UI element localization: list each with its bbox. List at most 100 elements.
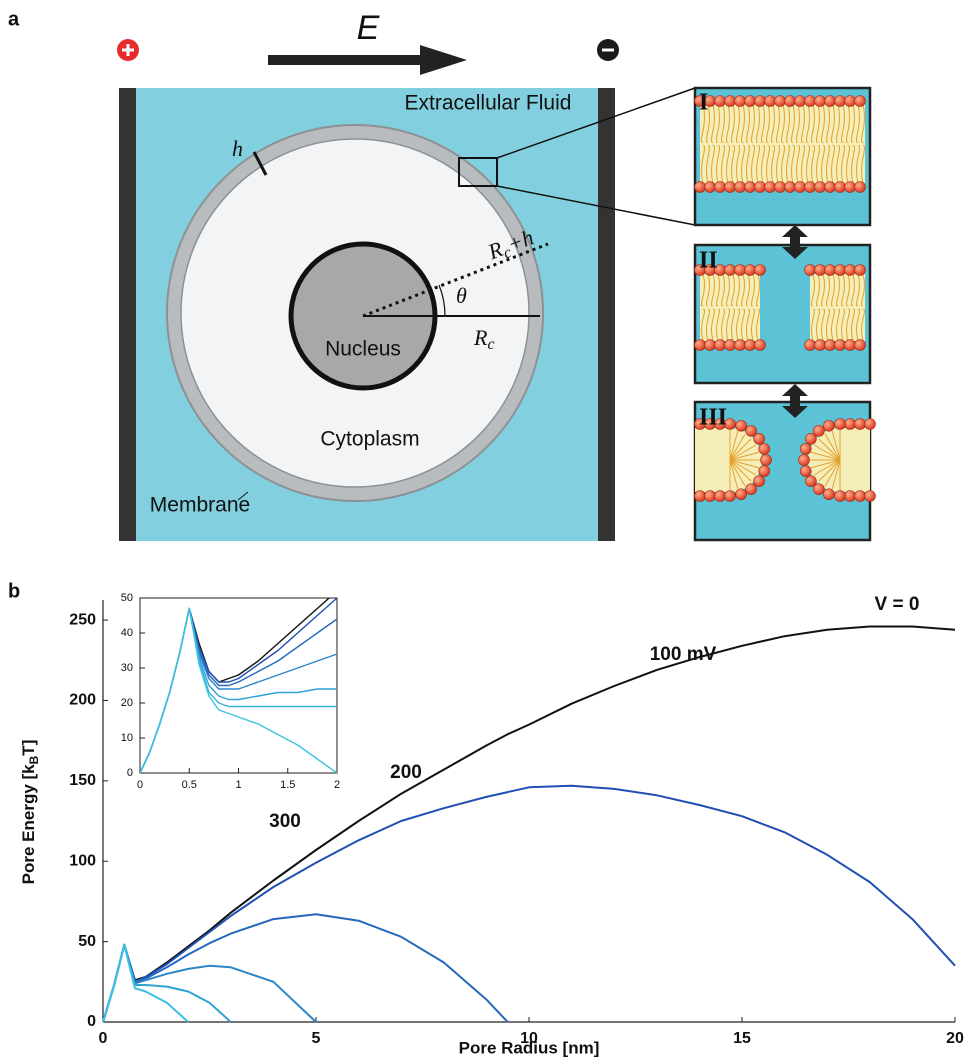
- state-label: III: [699, 405, 727, 431]
- y-tick-label: 0: [127, 767, 133, 779]
- lipid-head: [800, 443, 811, 454]
- lipid-head: [835, 340, 846, 351]
- fluid-label: Extracellular Fluid: [405, 92, 572, 115]
- lipid-head: [746, 425, 757, 436]
- lipid-head: [745, 340, 756, 351]
- lipid-head: [775, 182, 786, 193]
- lipid-head: [823, 420, 834, 431]
- lipid-head: [825, 340, 836, 351]
- lipid-head: [855, 96, 866, 107]
- lipid-head: [855, 340, 866, 351]
- lipid-head: [815, 182, 826, 193]
- lipid-head: [745, 265, 756, 276]
- lipid-head: [755, 265, 766, 276]
- lipid-head: [755, 340, 766, 351]
- y-tick-label: 150: [69, 772, 96, 789]
- series-label: 200: [390, 762, 422, 783]
- lipid-head: [785, 182, 796, 193]
- lipid-head: [865, 491, 876, 502]
- panel-label: a: [8, 8, 20, 30]
- lipid-head: [805, 182, 816, 193]
- lipid-head: [715, 182, 726, 193]
- nucleus-label: Nucleus: [325, 338, 401, 361]
- state-label: II: [699, 248, 718, 274]
- right-electrode: [598, 88, 615, 541]
- lipid-head: [754, 433, 765, 444]
- lipid-head: [855, 182, 866, 193]
- y-tick-label: 50: [78, 933, 96, 950]
- panel-a: a E Extracellular Fluid h Rc+h θ Rc Nucl…: [8, 8, 876, 541]
- figure: a E Extracellular Fluid h Rc+h θ Rc Nucl…: [0, 0, 969, 1059]
- lipid-head: [759, 443, 770, 454]
- pore-states: [695, 88, 876, 540]
- lipid-head: [775, 96, 786, 107]
- lipid-head: [736, 489, 747, 500]
- lipid-head: [805, 433, 816, 444]
- lipid-head: [755, 96, 766, 107]
- series-label: 300: [269, 811, 301, 832]
- y-axis-label-part: Pore Energy [k: [19, 764, 38, 885]
- y-tick-label: 200: [69, 692, 96, 709]
- y-tick-label: 20: [121, 697, 133, 709]
- lipid-head: [845, 182, 856, 193]
- lipid-head: [825, 182, 836, 193]
- lipid-head: [705, 491, 716, 502]
- lipid-head: [795, 182, 806, 193]
- lipid-head: [759, 466, 770, 477]
- subscript: c: [487, 336, 494, 353]
- lipid-head: [735, 96, 746, 107]
- lipid-head: [805, 476, 816, 487]
- lipid-head: [695, 340, 706, 351]
- lipid-head: [715, 491, 726, 502]
- lipid-head: [845, 265, 856, 276]
- y-tick-label: 100: [69, 852, 96, 869]
- series-label: 100 mV: [650, 644, 717, 665]
- lipid-head: [735, 340, 746, 351]
- x-tick-label: 5: [312, 1030, 321, 1047]
- series-label: V = 0: [875, 594, 920, 615]
- x-tick-label: 0: [99, 1030, 108, 1047]
- lipid-head: [815, 96, 826, 107]
- lipid-head: [865, 419, 876, 430]
- lipid-head: [735, 182, 746, 193]
- data-line: [103, 914, 508, 1022]
- lipid-head: [815, 265, 826, 276]
- lipid-head: [845, 340, 856, 351]
- lipid-head: [745, 96, 756, 107]
- y-tick-label: 40: [121, 627, 133, 639]
- lipid-head: [705, 340, 716, 351]
- x-tick-label: 0: [137, 779, 143, 791]
- x-tick-label: 20: [946, 1030, 964, 1047]
- y-tick-label: 50: [121, 592, 133, 604]
- lipid-head: [725, 340, 736, 351]
- y-axis-label-part: T]: [19, 740, 38, 756]
- lipid-head: [695, 491, 706, 502]
- lipid-head: [805, 340, 816, 351]
- y-tick-label: 0: [87, 1013, 96, 1030]
- lipid-head: [855, 491, 866, 502]
- lipid-head: [800, 466, 811, 477]
- panel-label: b: [8, 580, 20, 602]
- lipid-head: [705, 182, 716, 193]
- lipid-head: [825, 265, 836, 276]
- x-tick-label: 0.5: [182, 779, 197, 791]
- lipid-head: [835, 96, 846, 107]
- lipid-head: [735, 265, 746, 276]
- lipid-head: [855, 265, 866, 276]
- lipid-head: [835, 419, 846, 430]
- lipid-head: [835, 491, 846, 502]
- left-electrode: [119, 88, 136, 541]
- lipid-head: [845, 491, 856, 502]
- lipid-head: [823, 489, 834, 500]
- x-tick-label: 2: [334, 779, 340, 791]
- state-label: I: [699, 90, 708, 116]
- lipid-head: [755, 182, 766, 193]
- lipid-head: [725, 182, 736, 193]
- lipid-head: [805, 265, 816, 276]
- lipid-head: [745, 182, 756, 193]
- x-tick-label: 1.5: [280, 779, 295, 791]
- lipid-head: [725, 491, 736, 502]
- lipid-head: [815, 340, 826, 351]
- field-label: E: [357, 9, 380, 47]
- lipid-head: [725, 265, 736, 276]
